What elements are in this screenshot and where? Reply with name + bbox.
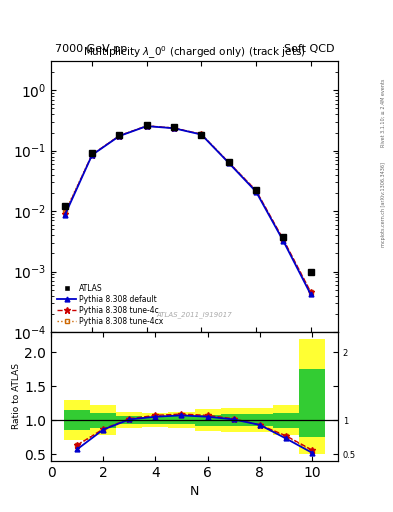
- Line: Pythia 8.308 tune-4cx: Pythia 8.308 tune-4cx: [62, 123, 313, 294]
- Pythia 8.308 tune-4c: [199, 131, 204, 137]
- Text: 7000 GeV pp: 7000 GeV pp: [55, 44, 127, 54]
- Pythia 8.308 tune-4cx: [281, 237, 286, 243]
- Pythia 8.308 tune-4c: [172, 125, 176, 131]
- Text: Soft QCD: Soft QCD: [284, 44, 334, 54]
- Pythia 8.308 tune-4cx: [62, 209, 67, 216]
- ATLAS: [226, 159, 231, 165]
- Pythia 8.308 tune-4c: [62, 211, 67, 217]
- Legend: ATLAS, Pythia 8.308 default, Pythia 8.308 tune-4c, Pythia 8.308 tune-4cx: ATLAS, Pythia 8.308 default, Pythia 8.30…: [55, 282, 166, 328]
- Pythia 8.308 tune-4c: [308, 289, 313, 295]
- Pythia 8.308 tune-4c: [281, 237, 286, 243]
- ATLAS: [281, 233, 286, 240]
- Pythia 8.308 default: [281, 238, 286, 244]
- Pythia 8.308 default: [199, 132, 204, 138]
- Pythia 8.308 default: [90, 152, 94, 158]
- Pythia 8.308 tune-4cx: [90, 151, 94, 157]
- ATLAS: [253, 187, 258, 194]
- ATLAS: [117, 132, 122, 138]
- Pythia 8.308 tune-4cx: [253, 187, 258, 194]
- Pythia 8.308 tune-4c: [117, 133, 122, 139]
- Line: Pythia 8.308 default: Pythia 8.308 default: [62, 124, 313, 297]
- Pythia 8.308 tune-4cx: [172, 125, 176, 131]
- Pythia 8.308 tune-4cx: [308, 289, 313, 295]
- Pythia 8.308 tune-4cx: [226, 159, 231, 165]
- Pythia 8.308 tune-4c: [90, 152, 94, 158]
- X-axis label: N: N: [190, 485, 199, 498]
- ATLAS: [62, 203, 67, 209]
- ATLAS: [199, 132, 204, 138]
- Pythia 8.308 tune-4cx: [199, 131, 204, 137]
- Pythia 8.308 tune-4c: [144, 123, 149, 129]
- Text: ATLAS_2011_I919017: ATLAS_2011_I919017: [157, 312, 232, 318]
- ATLAS: [308, 268, 313, 274]
- Pythia 8.308 tune-4c: [226, 159, 231, 165]
- ATLAS: [144, 122, 149, 128]
- Pythia 8.308 default: [308, 291, 313, 297]
- ATLAS: [172, 124, 176, 130]
- Pythia 8.308 tune-4cx: [144, 123, 149, 129]
- Text: mcplots.cern.ch [arXiv:1306.3436]: mcplots.cern.ch [arXiv:1306.3436]: [381, 162, 386, 247]
- Line: Pythia 8.308 tune-4c: Pythia 8.308 tune-4c: [62, 123, 314, 295]
- Pythia 8.308 tune-4c: [253, 187, 258, 194]
- Y-axis label: Ratio to ATLAS: Ratio to ATLAS: [13, 364, 22, 430]
- Pythia 8.308 default: [226, 160, 231, 166]
- ATLAS: [90, 151, 94, 157]
- Line: ATLAS: ATLAS: [62, 122, 314, 274]
- Text: Rivet 3.1.10; ≥ 2.4M events: Rivet 3.1.10; ≥ 2.4M events: [381, 78, 386, 147]
- Pythia 8.308 default: [253, 188, 258, 195]
- Pythia 8.308 tune-4cx: [117, 133, 122, 139]
- Pythia 8.308 default: [62, 212, 67, 219]
- Pythia 8.308 default: [144, 123, 149, 129]
- Pythia 8.308 default: [172, 125, 176, 132]
- Title: Multiplicity $\lambda\_0^0$ (charged only) (track jets): Multiplicity $\lambda\_0^0$ (charged onl…: [83, 45, 306, 61]
- Pythia 8.308 default: [117, 133, 122, 139]
